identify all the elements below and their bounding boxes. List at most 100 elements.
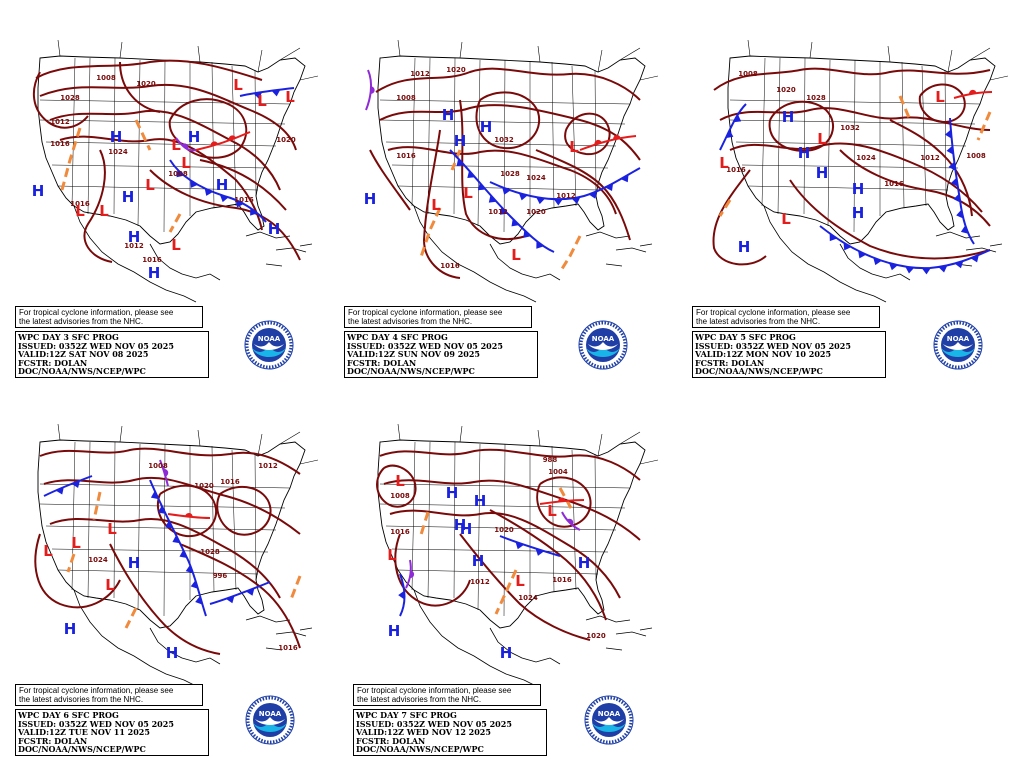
high-pressure-center: H (480, 118, 493, 136)
high-pressure-center: H (578, 554, 591, 572)
high-pressure-center: H (122, 188, 135, 206)
isobar (156, 484, 217, 538)
fronts (169, 87, 295, 223)
isobar-label: 1024 (108, 148, 128, 156)
occluded-front (405, 559, 412, 589)
isobar-label: 1008 (396, 94, 416, 102)
isobar (535, 149, 631, 241)
front-barb (535, 548, 545, 556)
trough-line (718, 199, 732, 217)
front-barb (271, 89, 281, 97)
trough-line (60, 127, 82, 191)
seagull-icon (941, 346, 975, 357)
low-pressure-center: L (99, 202, 109, 220)
isobars (712, 67, 991, 266)
front-barb (150, 490, 159, 500)
isobar-label: 1020 (494, 526, 514, 534)
trough-line (418, 207, 442, 261)
front-barb (588, 191, 598, 199)
troughs (418, 149, 582, 273)
isobar-label: 1016 (70, 200, 90, 208)
isobar-label: 988 (543, 456, 558, 464)
cold-front (449, 149, 555, 253)
noaa-logo: NOAA (245, 695, 295, 745)
low-pressure-center: L (781, 210, 791, 228)
office: DOC/NOAA/NWS/NCEP/WPC (356, 744, 484, 755)
valid-time: VALID:12Z SAT NOV 08 2025 (18, 349, 149, 360)
isobar-label: 1004 (548, 468, 568, 476)
trough-line (124, 607, 138, 629)
low-pressure-center: L (817, 130, 827, 148)
noaa-logo: NOAA (933, 320, 983, 370)
forecaster: FCSTR: DOLAN (18, 357, 88, 368)
front-barb (948, 161, 956, 171)
high-pressure-center: H (798, 144, 811, 162)
isobar-label: 1020 (136, 80, 156, 88)
issued-time: ISSUED: 0352Z WED NOV 05 2025 (18, 718, 174, 729)
logo-lettering-ring (245, 321, 293, 369)
isobar (32, 71, 89, 129)
isobar-label: 1008 (168, 170, 188, 178)
trough-line (450, 149, 462, 171)
isobar-label: 1012 (124, 242, 144, 250)
logo-lettering-ring (585, 696, 633, 744)
forecaster: FCSTR: DOLAN (347, 357, 417, 368)
front-barb (190, 180, 198, 188)
high-pressure-center: H (782, 108, 795, 126)
isobar (536, 476, 592, 528)
isobar-label: 1020 (276, 136, 296, 144)
front-barb (225, 595, 235, 604)
front-barb (921, 268, 931, 275)
front-barb (536, 197, 546, 205)
isobar (383, 479, 641, 541)
front-barb (172, 535, 181, 544)
front-barb (571, 196, 581, 204)
trough-line (168, 213, 182, 233)
cold-front (499, 535, 561, 557)
high-pressure-center: H (216, 176, 229, 194)
front-barb (185, 512, 193, 518)
troughs (418, 487, 574, 615)
front-barb (245, 588, 255, 596)
isobar (839, 149, 991, 227)
high-pressure-center: H (388, 622, 401, 640)
isobar-label: 1020 (446, 66, 466, 74)
isobar-labels: 988 1004 1008 1016 1020 1012 1024 1016 1020 (390, 456, 606, 640)
logo-text: NOAA (258, 335, 281, 343)
high-pressure-center: H (188, 128, 201, 146)
office: DOC/NOAA/NWS/NCEP/WPC (347, 366, 475, 377)
isobar-label: 1028 (200, 548, 220, 556)
map-day4: 1012 1020 1008 1016 1032 1028 1024 1020 1012 1016… (364, 39, 659, 303)
trough-line (558, 235, 582, 273)
front-barb (165, 520, 173, 529)
isobar-label: 1020 (194, 482, 214, 490)
logo-lettering-ring (246, 696, 294, 744)
trough-line (66, 553, 76, 573)
front-barb (398, 590, 405, 600)
isobar-label: 1016 (278, 644, 298, 652)
tropical-cyclone-note: For tropical cyclone information, please… (692, 306, 880, 328)
fronts (365, 69, 641, 253)
front-barb (518, 193, 528, 201)
high-pressure-center: H (852, 180, 865, 198)
cold-front (239, 87, 295, 97)
low-pressure-center: L (285, 88, 295, 106)
isobar (459, 533, 591, 641)
troughs (66, 491, 302, 629)
isobar (376, 464, 417, 508)
isobar (713, 67, 991, 91)
isobars (32, 59, 301, 263)
high-pressure-center: H (446, 484, 459, 502)
isobar-label: 1020 (526, 208, 546, 216)
fronts (719, 89, 993, 275)
issued-time: ISSUED: 0352Z WED NOV 05 2025 (356, 718, 512, 729)
front-barb (954, 260, 964, 269)
high-pressure-center: H (268, 220, 281, 238)
front-barb (970, 254, 979, 263)
front-barb (488, 195, 497, 203)
front-barb (511, 218, 520, 227)
isobar (35, 59, 263, 81)
panel-day4: 1012 1020 1008 1016 1032 1028 1024 1020 1012 1016… (340, 0, 680, 384)
wave-icon (588, 342, 618, 350)
